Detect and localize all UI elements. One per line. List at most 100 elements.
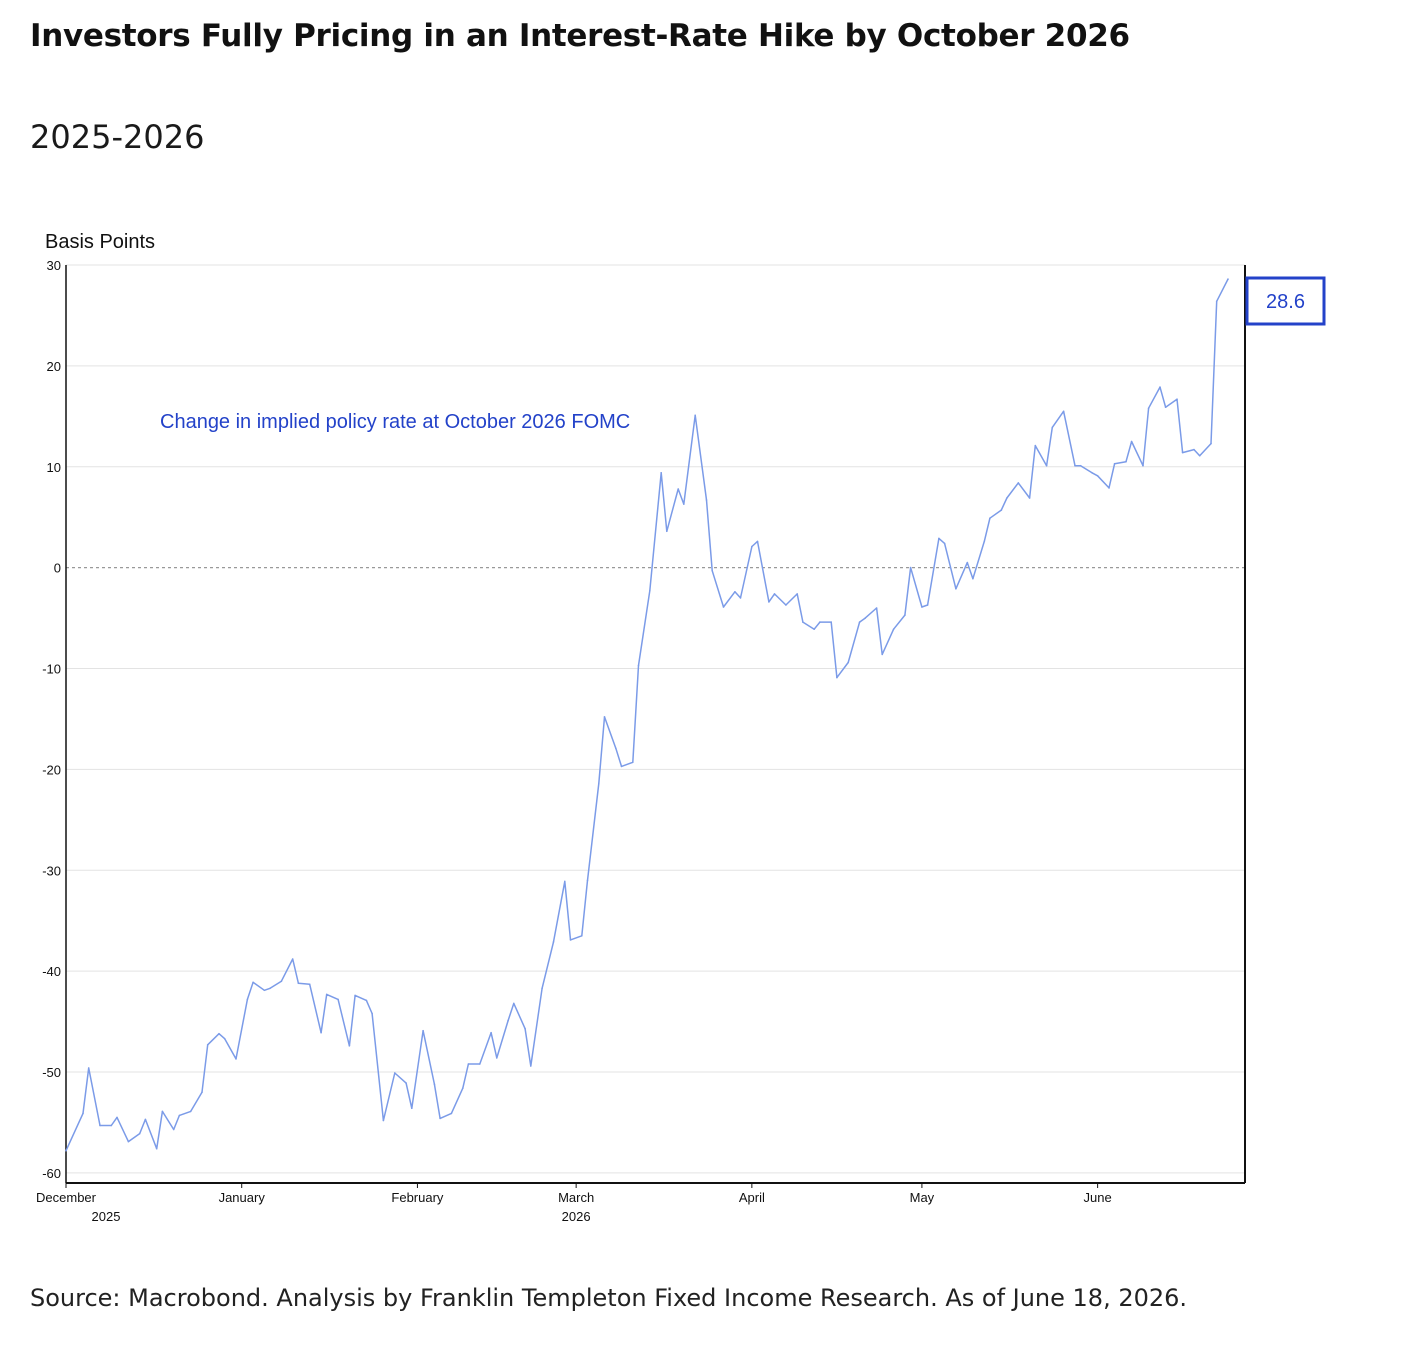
data-point bbox=[892, 628, 895, 630]
data-point bbox=[904, 614, 906, 616]
data-point bbox=[989, 517, 991, 519]
data-point bbox=[864, 617, 866, 619]
x-tick-label: May bbox=[910, 1190, 935, 1205]
data-point bbox=[348, 1045, 351, 1047]
data-point bbox=[637, 664, 640, 667]
data-point bbox=[99, 1124, 101, 1127]
data-point bbox=[354, 994, 356, 997]
data-point bbox=[1147, 407, 1150, 410]
data-point bbox=[926, 604, 929, 606]
x-tick-label: January bbox=[219, 1190, 266, 1205]
data-point bbox=[127, 1140, 130, 1143]
x-tick-label: June bbox=[1084, 1190, 1112, 1205]
data-point bbox=[1164, 406, 1167, 409]
data-point bbox=[308, 983, 311, 986]
data-point bbox=[1130, 440, 1133, 443]
data-point bbox=[966, 561, 969, 564]
data-point bbox=[138, 1132, 141, 1135]
data-point bbox=[490, 1031, 492, 1034]
data-point bbox=[813, 628, 815, 630]
data-point bbox=[325, 993, 328, 996]
data-point bbox=[581, 935, 583, 937]
data-point bbox=[586, 879, 589, 882]
data-point bbox=[683, 503, 685, 505]
data-point bbox=[524, 1027, 526, 1030]
data-point bbox=[246, 998, 249, 1001]
data-point bbox=[433, 1083, 436, 1085]
data-point bbox=[649, 590, 651, 592]
data-point bbox=[1034, 444, 1037, 447]
data-point bbox=[564, 880, 566, 883]
data-point bbox=[1142, 464, 1144, 467]
data-point bbox=[291, 958, 294, 960]
data-point bbox=[694, 414, 696, 417]
data-point bbox=[620, 765, 623, 768]
data-point bbox=[496, 1057, 498, 1059]
data-point bbox=[1045, 464, 1048, 467]
data-point bbox=[847, 661, 849, 664]
data-point bbox=[909, 566, 912, 569]
data-point bbox=[785, 604, 787, 606]
data-point bbox=[155, 1147, 158, 1150]
data-point bbox=[983, 540, 986, 543]
data-point bbox=[711, 569, 713, 572]
data-point bbox=[178, 1114, 181, 1117]
data-point bbox=[371, 1012, 373, 1015]
data-point bbox=[972, 577, 974, 580]
data-point bbox=[1210, 442, 1212, 445]
data-point bbox=[297, 982, 300, 985]
data-point bbox=[943, 542, 946, 545]
data-point bbox=[1079, 464, 1082, 467]
data-point bbox=[802, 621, 804, 623]
data-point bbox=[82, 1112, 84, 1115]
data-point bbox=[739, 597, 742, 599]
data-point bbox=[632, 761, 634, 764]
y-tick-label: -30 bbox=[42, 863, 61, 878]
data-point bbox=[836, 676, 838, 679]
data-point bbox=[1215, 300, 1218, 303]
source-note: Source: Macrobond. Analysis by Franklin … bbox=[30, 1284, 1188, 1312]
data-point bbox=[405, 1082, 407, 1084]
data-point bbox=[394, 1072, 396, 1074]
data-point bbox=[422, 1029, 424, 1032]
data-point bbox=[1062, 410, 1065, 413]
labels: 30 20 10 0 -10 -20 -30 -40 -50 -60 December 2025 Jan… bbox=[36, 231, 1326, 1224]
data-point bbox=[439, 1117, 441, 1120]
data-point bbox=[552, 941, 555, 943]
data-point bbox=[206, 1044, 209, 1046]
data-point bbox=[450, 1112, 453, 1115]
data-point bbox=[1176, 398, 1178, 401]
data-point bbox=[65, 1149, 67, 1152]
data-point bbox=[161, 1110, 164, 1113]
data-point bbox=[144, 1118, 147, 1121]
axes bbox=[65, 265, 1246, 1188]
data-point bbox=[320, 1031, 322, 1034]
chart-title: Investors Fully Pricing in an Interest-R… bbox=[30, 18, 1130, 54]
data-point bbox=[1108, 487, 1110, 489]
data-point bbox=[830, 621, 832, 623]
data-point bbox=[1051, 426, 1054, 429]
data-point bbox=[87, 1067, 90, 1069]
data-point bbox=[666, 530, 668, 533]
data-point bbox=[615, 747, 617, 749]
x-tick-label: April bbox=[739, 1190, 765, 1205]
data-point bbox=[751, 545, 753, 548]
data-point bbox=[479, 1063, 481, 1065]
data-point bbox=[881, 653, 883, 656]
last-value-label: 28.6 bbox=[1266, 291, 1305, 313]
data-point bbox=[660, 472, 662, 474]
data-point bbox=[263, 989, 266, 992]
data-point bbox=[411, 1107, 413, 1110]
series-line bbox=[65, 278, 1229, 1152]
data-point bbox=[223, 1037, 226, 1040]
data-point bbox=[773, 593, 776, 595]
y-tick-label: -20 bbox=[42, 762, 61, 777]
data-point bbox=[337, 998, 339, 1001]
data-point bbox=[1096, 475, 1099, 477]
data-point bbox=[1181, 451, 1184, 454]
y-tick-label: -40 bbox=[42, 964, 61, 979]
data-point bbox=[280, 980, 283, 982]
data-point bbox=[1227, 278, 1229, 280]
